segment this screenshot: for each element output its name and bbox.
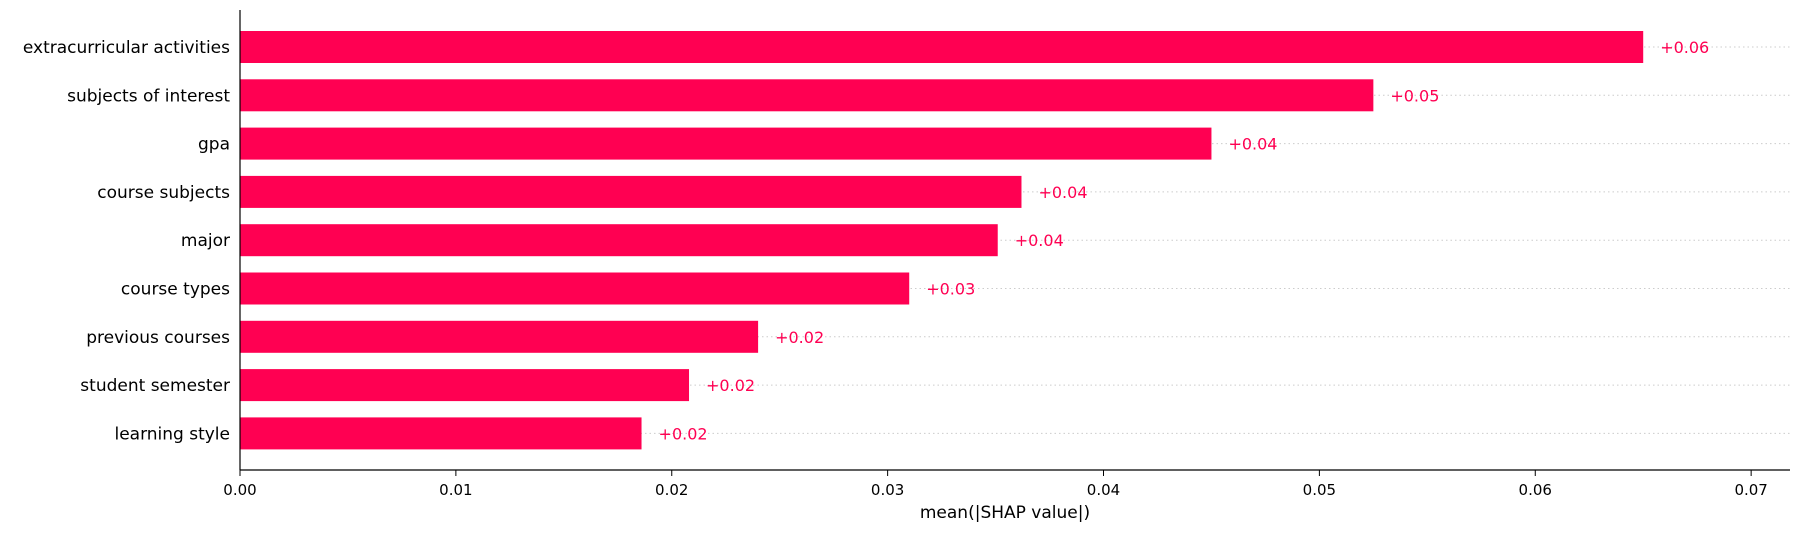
bar-learning-style [240, 417, 642, 450]
x-tick-label: 0.02 [655, 481, 688, 499]
bar-gpa [240, 127, 1212, 160]
bar-previous-courses [240, 320, 759, 353]
category-label: previous courses [86, 328, 230, 348]
x-tick-label: 0.06 [1519, 481, 1552, 499]
category-label: major [181, 231, 230, 251]
x-tick-label: 0.00 [223, 481, 256, 499]
value-label: +0.02 [775, 328, 824, 347]
bars [240, 31, 1644, 450]
value-label: +0.02 [706, 376, 755, 395]
category-label: course types [121, 280, 230, 300]
category-label: student semester [80, 376, 230, 396]
x-axis-title: mean(|SHAP value|) [920, 503, 1090, 523]
bar-major [240, 224, 998, 257]
bar-extracurricular-activities [240, 31, 1644, 63]
x-tick-label: 0.03 [871, 481, 904, 499]
value-label: +0.04 [1015, 231, 1064, 250]
value-label: +0.03 [926, 280, 975, 299]
x-tick-label: 0.04 [1087, 481, 1120, 499]
category-label: learning style [114, 424, 230, 444]
category-label: course subjects [97, 183, 230, 203]
category-label: subjects of interest [67, 86, 230, 106]
category-labels: extracurricular activities subjects of in… [23, 38, 230, 444]
bar-course-subjects [240, 175, 1022, 208]
value-labels: +0.06 +0.05 +0.04 +0.04 +0.04 +0.03 +0.02 +0.02… [659, 38, 1710, 443]
x-tick-label: 0.01 [439, 481, 472, 499]
value-label: +0.06 [1660, 38, 1709, 57]
category-label: extracurricular activities [23, 38, 230, 58]
bar-student-semester [240, 369, 690, 402]
category-label: gpa [198, 135, 230, 155]
bar-course-types [240, 272, 910, 305]
axes: 0.00 0.01 0.02 0.03 0.04 0.05 0.06 0.07 [223, 10, 1790, 499]
value-label: +0.02 [659, 424, 708, 443]
x-tick-label: 0.05 [1303, 481, 1336, 499]
value-label: +0.04 [1038, 183, 1087, 202]
value-label: +0.04 [1228, 135, 1277, 154]
bar-subjects-of-interest [240, 79, 1374, 112]
value-label: +0.05 [1390, 86, 1439, 105]
x-tick-label: 0.07 [1734, 481, 1767, 499]
